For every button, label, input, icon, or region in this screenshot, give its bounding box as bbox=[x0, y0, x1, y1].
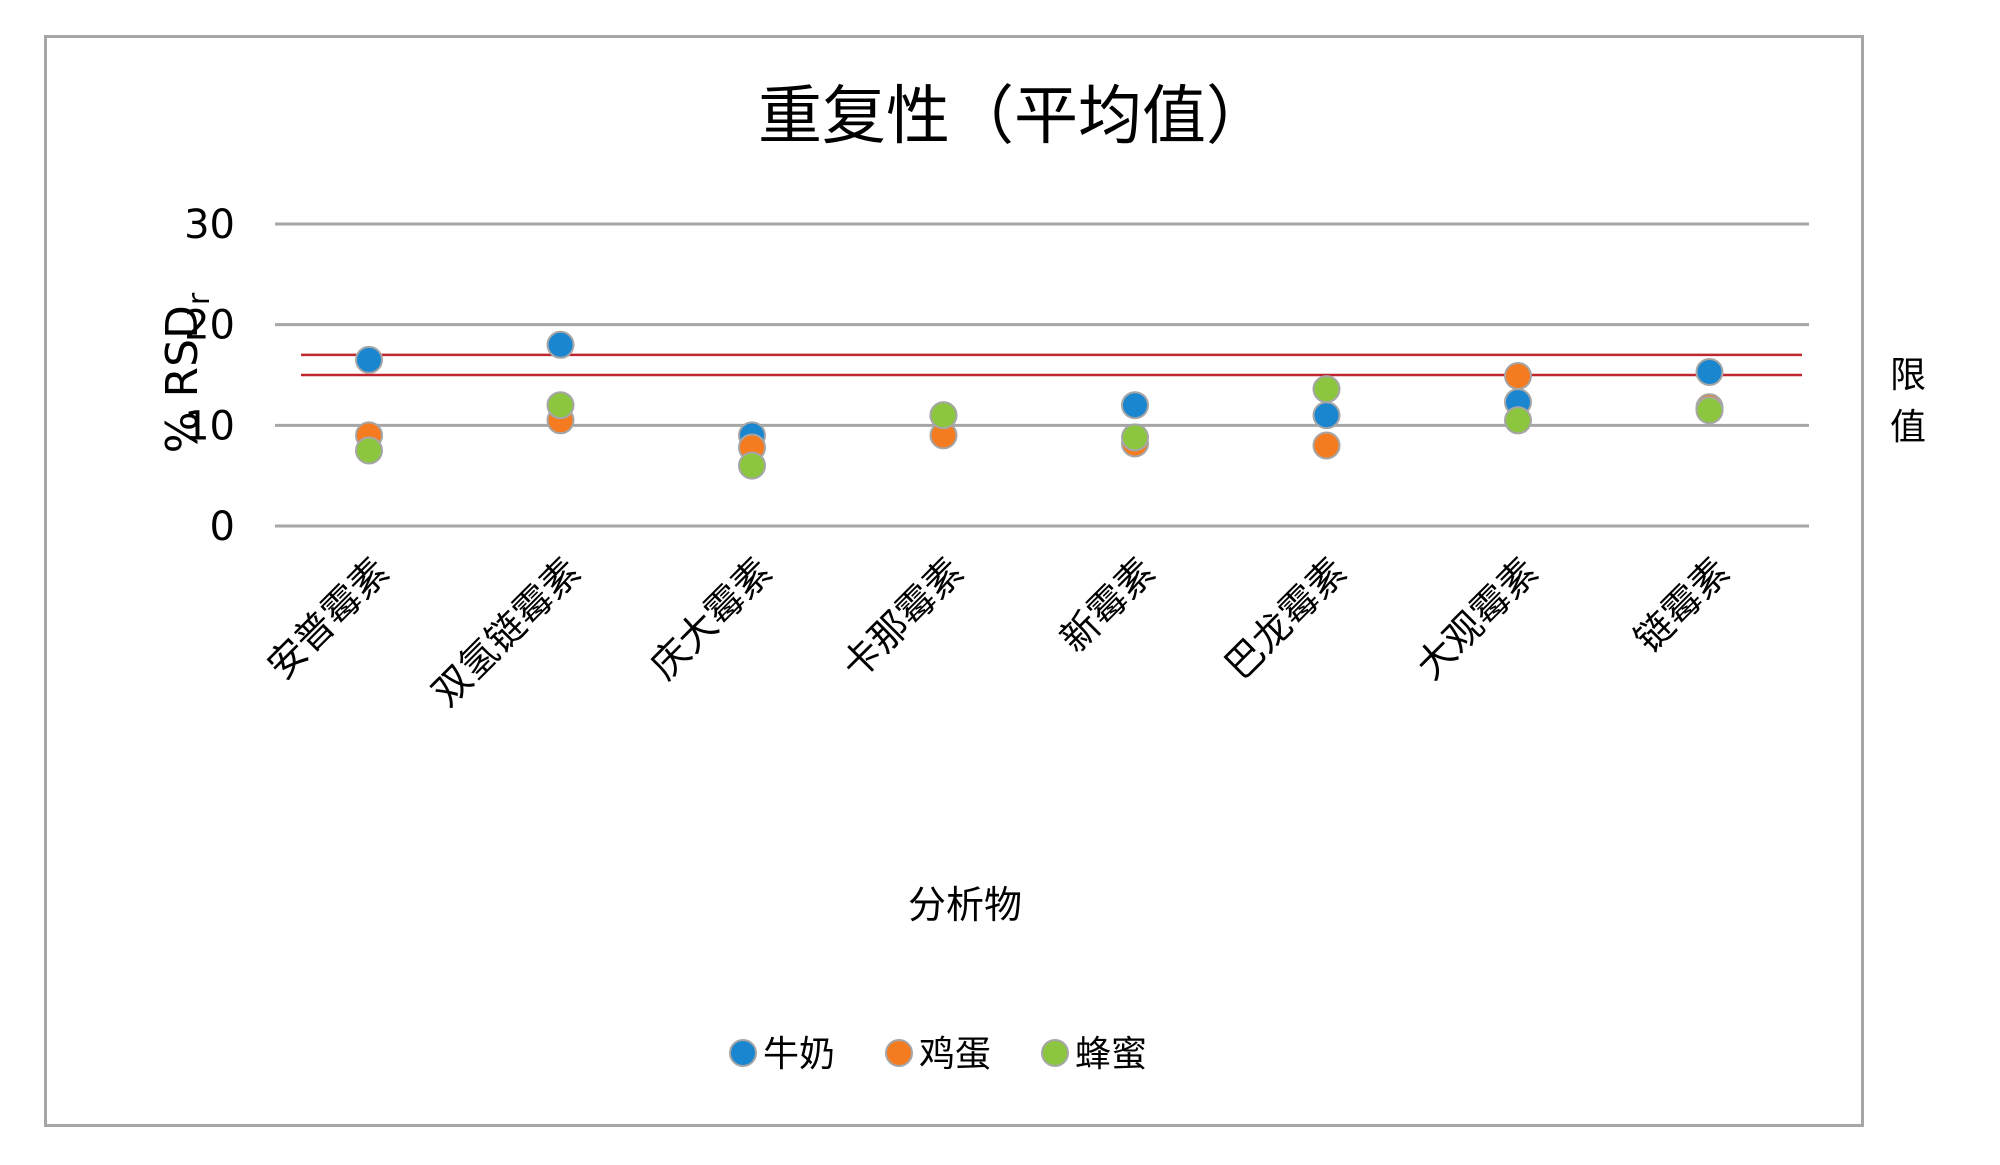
chart-title: 重复性（平均值） bbox=[758, 80, 1270, 154]
data-point bbox=[1695, 357, 1724, 386]
x-category-label: 双氢链霉素 bbox=[423, 549, 588, 714]
x-axis-label: 分析物 bbox=[908, 883, 1022, 927]
data-point bbox=[738, 451, 766, 480]
x-axis-categories: 安普霉素 双氢链霉素 庆大霉素 卡那霉素 新霉素 巴龙霉素 大观霉素 链霉素 bbox=[259, 549, 1738, 714]
limit-lines bbox=[301, 353, 1802, 377]
chart-svg: 重复性（平均值） 0 10 20 30 % RSDr 安普霉素 双氢链霉素 庆大霉素 卡那霉… bbox=[157, 80, 1809, 1075]
data-point bbox=[355, 345, 383, 374]
data-point bbox=[1121, 391, 1149, 420]
legend-label: 牛奶 bbox=[763, 1034, 835, 1075]
data-point bbox=[1695, 396, 1724, 425]
y-tick-label: 10 bbox=[184, 403, 235, 449]
gridlines bbox=[275, 222, 1809, 528]
legend-label: 蜂蜜 bbox=[1075, 1034, 1147, 1075]
x-category-label: 庆大霉素 bbox=[642, 549, 781, 688]
x-category-label: 链霉素 bbox=[1626, 549, 1738, 661]
y-axis-label: % RSDr bbox=[157, 292, 217, 453]
legend-label: 鸡蛋 bbox=[919, 1034, 991, 1075]
y-tick-label: 30 bbox=[184, 202, 235, 248]
data-point bbox=[546, 330, 575, 359]
data-point bbox=[1504, 362, 1532, 391]
y-tick-label: 0 bbox=[210, 504, 235, 550]
y-tick-label: 20 bbox=[184, 303, 235, 349]
data-point bbox=[355, 436, 383, 465]
y-axis-label-main: % RSD bbox=[157, 305, 208, 453]
y-axis-label-subscript: r bbox=[182, 292, 217, 305]
data-point bbox=[929, 401, 958, 430]
limit-label: 限值 bbox=[1890, 355, 1927, 448]
legend: 牛奶 鸡蛋 蜂蜜 bbox=[729, 1034, 1147, 1075]
x-category-label: 大观霉素 bbox=[1408, 549, 1547, 688]
legend-marker bbox=[729, 1039, 757, 1067]
x-category-label: 卡那霉素 bbox=[833, 549, 972, 688]
y-axis-ticks: 0 10 20 30 bbox=[184, 202, 235, 550]
x-category-label: 安普霉素 bbox=[259, 549, 398, 688]
legend-marker bbox=[1041, 1039, 1069, 1067]
data-points bbox=[355, 330, 1724, 480]
x-category-label: 新霉素 bbox=[1052, 549, 1164, 661]
legend-marker bbox=[885, 1039, 913, 1067]
data-point bbox=[1312, 375, 1341, 404]
x-category-label: 巴龙霉素 bbox=[1216, 549, 1355, 688]
data-point bbox=[1312, 401, 1341, 430]
chart-frame: 重复性（平均值） 0 10 20 30 % RSDr 安普霉素 双氢链霉素 庆大霉素 卡那霉… bbox=[44, 35, 1926, 1127]
data-point bbox=[1504, 406, 1532, 435]
data-point bbox=[546, 391, 575, 420]
data-point bbox=[1312, 431, 1341, 460]
data-point bbox=[1121, 423, 1149, 452]
